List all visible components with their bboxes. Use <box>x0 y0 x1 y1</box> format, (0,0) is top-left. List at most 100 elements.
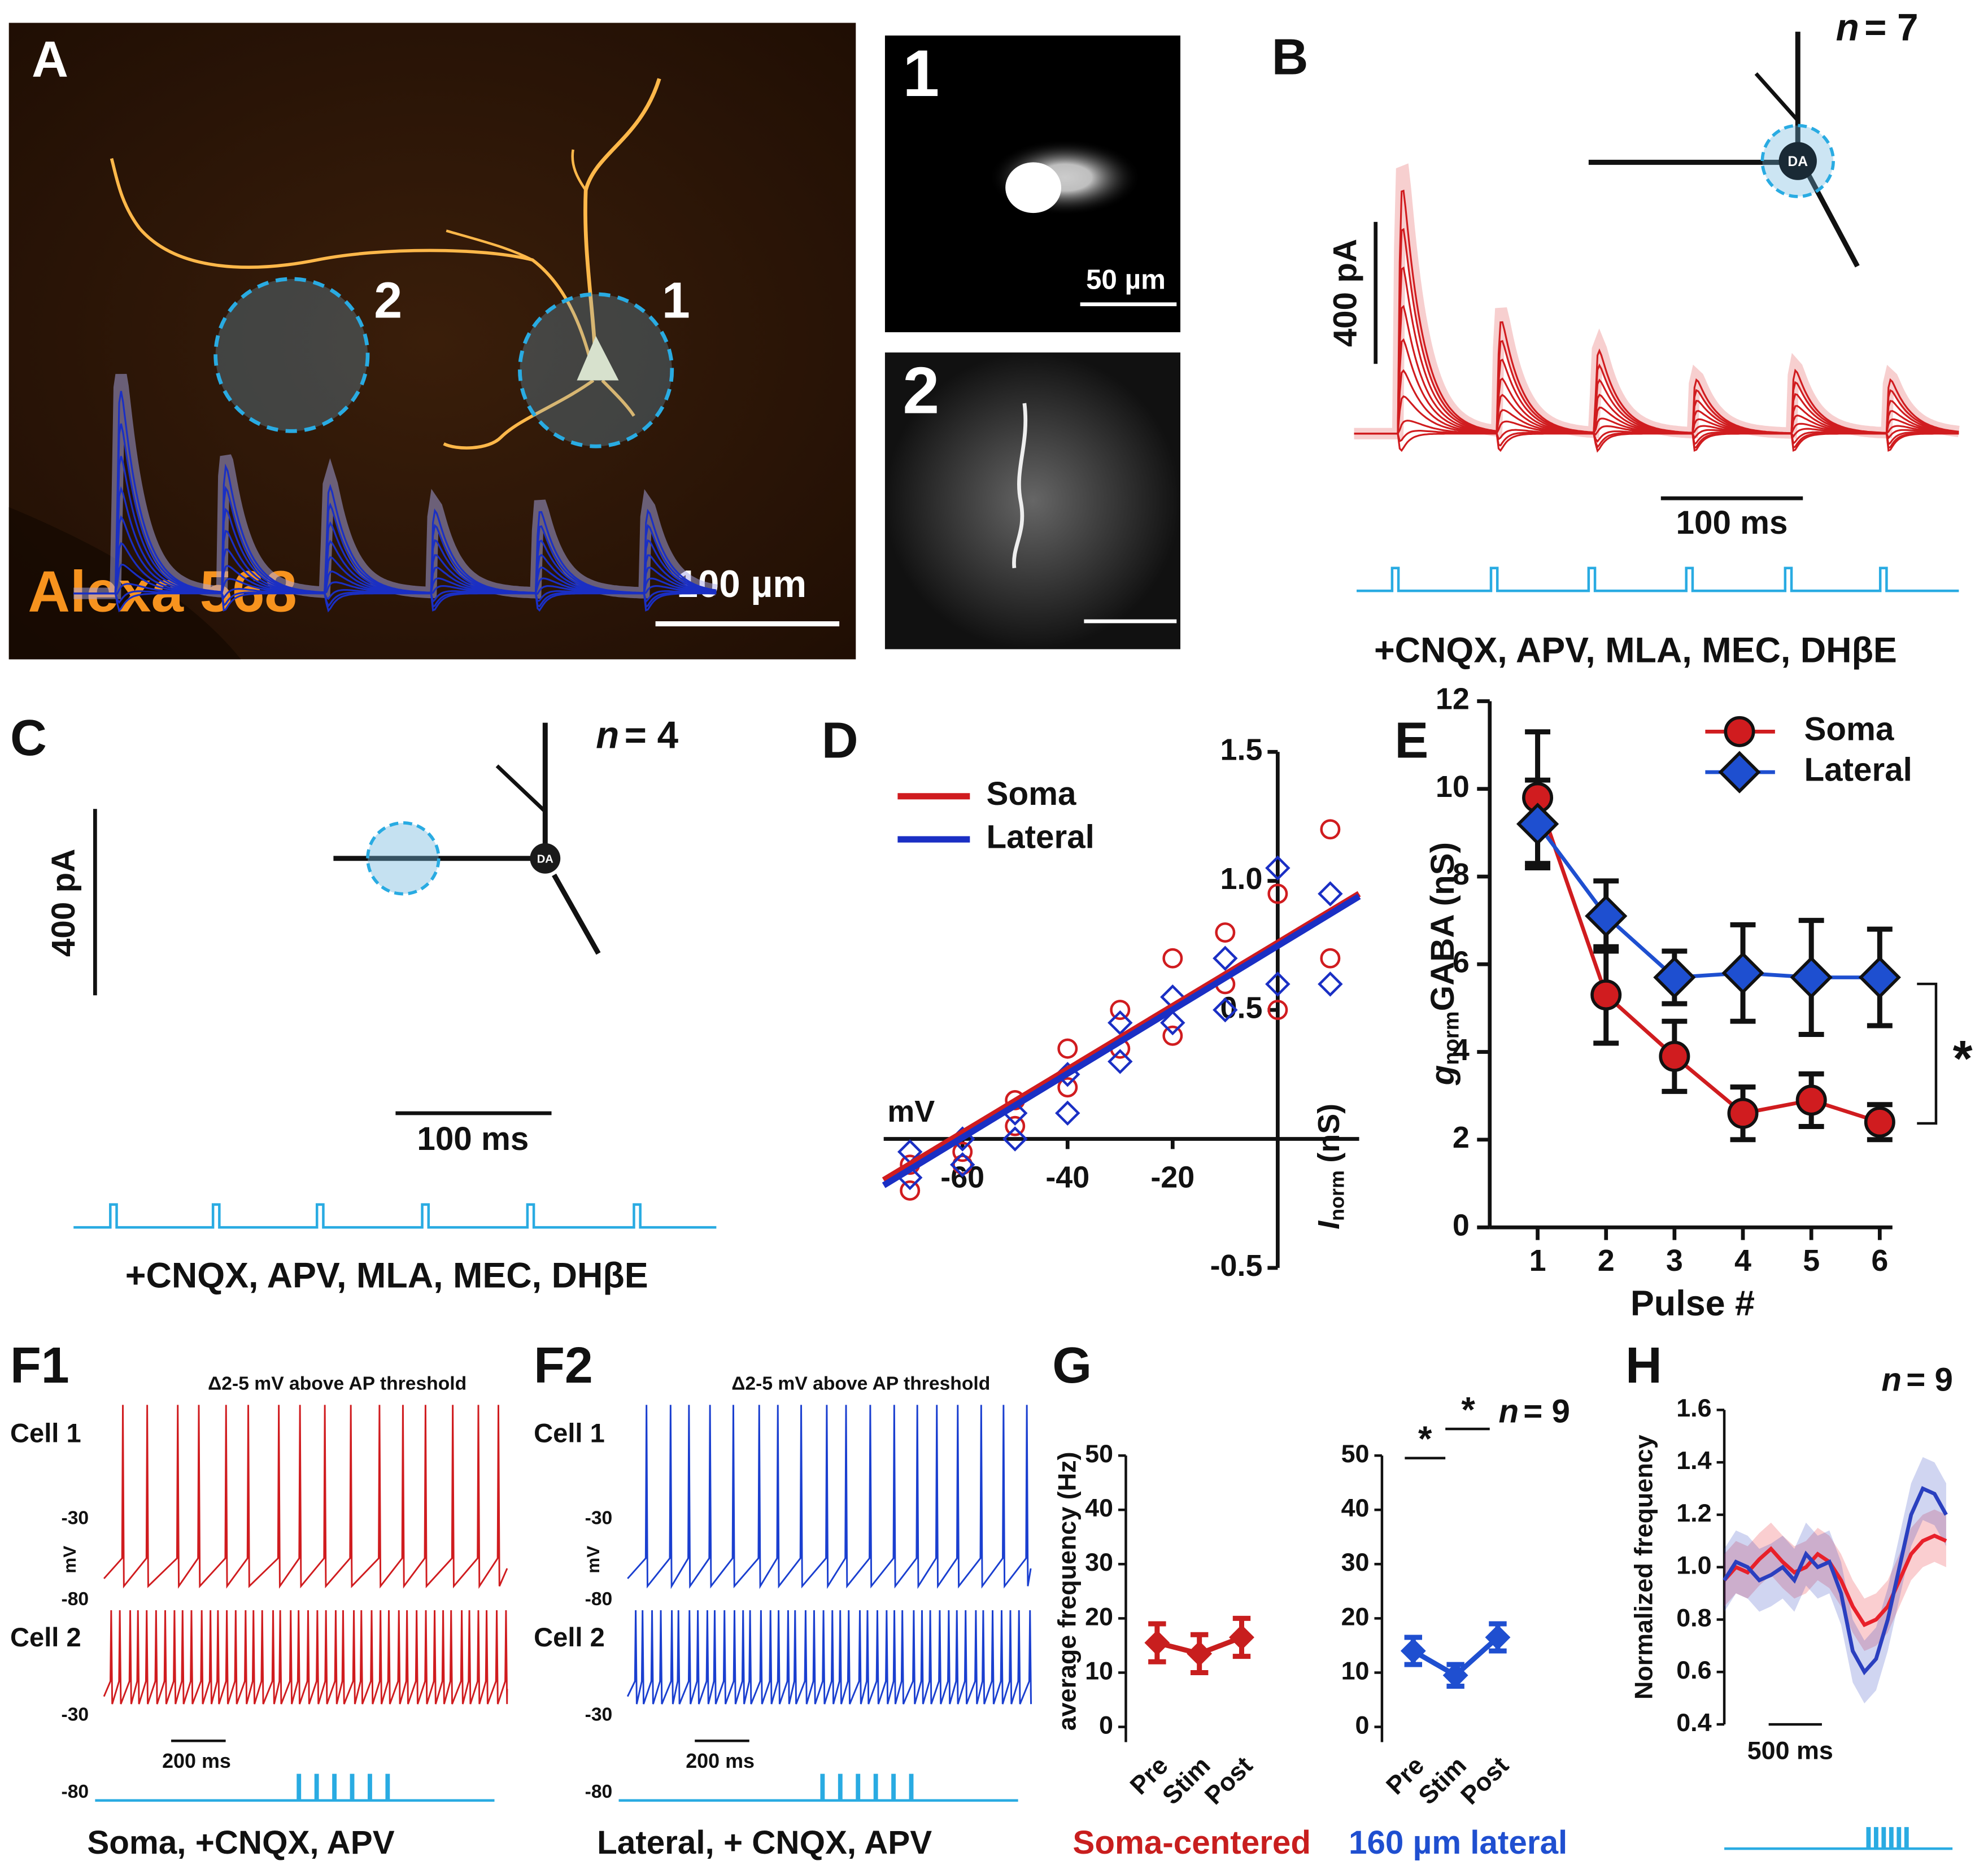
legend-label: Soma <box>1804 711 1894 748</box>
data-point <box>1864 1106 1895 1138</box>
y-tick-label: 0 <box>1355 1710 1370 1739</box>
y-tick-label: 1.4 <box>1676 1446 1711 1475</box>
y-tick-label: 4 <box>1453 1033 1470 1067</box>
y-label-main: I <box>1312 1221 1346 1230</box>
scale-bar-label: 50 µm <box>1086 264 1166 295</box>
panel-label: C <box>10 710 47 766</box>
data-point <box>1442 1662 1468 1688</box>
data-point <box>1005 1115 1026 1136</box>
data-point <box>1229 1624 1254 1650</box>
scale-tick-label: -30 <box>61 1704 89 1725</box>
data-point <box>1108 1049 1133 1074</box>
x-axis-label: Pulse # <box>1630 1284 1755 1323</box>
data-point <box>1790 956 1833 999</box>
data-point <box>1002 1126 1028 1152</box>
scale-unit: mV <box>583 1546 603 1574</box>
stimulation-site <box>366 821 441 896</box>
data-point <box>1057 1038 1078 1059</box>
trace-band <box>1354 163 1960 439</box>
condition-label: Soma, +CNQX, APV <box>87 1824 394 1861</box>
data-point <box>1721 952 1764 995</box>
cell-body <box>1778 142 1817 180</box>
stimulation-site <box>213 277 370 433</box>
data-point <box>952 1154 973 1175</box>
y-tick-label: 40 <box>1085 1493 1113 1522</box>
x-tick-label: 2 <box>1598 1244 1615 1278</box>
y-axis-label: Normalized frequency <box>1629 1435 1658 1699</box>
y-tick-label: 12 <box>1436 682 1470 716</box>
y-tick-label: 0 <box>1453 1208 1470 1242</box>
panel-label: H <box>1625 1337 1662 1394</box>
inset-image <box>884 352 1180 650</box>
data-point <box>1162 948 1183 969</box>
inset-label: 1 <box>903 36 939 110</box>
n-symbol: n <box>1881 1361 1902 1398</box>
data-point <box>1187 1641 1213 1667</box>
data-point <box>1110 1000 1131 1021</box>
n-count: = 7 <box>1864 7 1918 49</box>
y-tick-label: 6 <box>1453 945 1470 979</box>
n-count: = 4 <box>625 714 679 756</box>
neuron-dendrite <box>446 229 533 262</box>
y-tick-label: 20 <box>1341 1602 1370 1631</box>
data-point <box>1320 819 1341 840</box>
data-point <box>1318 971 1343 997</box>
scale-bar-label: 500 ms <box>1747 1736 1833 1764</box>
y-label-unit: GABA (nS) <box>1425 842 1462 1011</box>
neuron-dendrite <box>571 149 587 191</box>
scale-tick-label: -80 <box>61 1589 89 1610</box>
x-tick-label: -40 <box>1045 1161 1089 1195</box>
data-point <box>1659 1040 1690 1072</box>
x-tick-label: 5 <box>1803 1244 1820 1278</box>
scale-unit: mV <box>60 1546 80 1574</box>
current-trace <box>1354 433 1959 453</box>
data-point <box>1485 1624 1511 1650</box>
y-tick-label: 20 <box>1085 1602 1113 1631</box>
panel-label: D <box>822 712 858 769</box>
x-tick-label: Stim <box>1412 1751 1472 1810</box>
annotation: Δ2-5 mV above AP threshold <box>208 1373 467 1394</box>
tissue-edge <box>8 507 241 660</box>
significance-marker: * <box>1953 1031 1973 1087</box>
data-point <box>952 1141 973 1162</box>
x-tick-label: 1 <box>1529 1244 1546 1278</box>
caption: 160 µm lateral <box>1349 1824 1567 1861</box>
scale-tick-label: -80 <box>585 1589 613 1610</box>
data-point <box>1267 883 1288 904</box>
x-tick-label: -60 <box>940 1161 984 1195</box>
y-axis-label: gnormGABA (nS) <box>1425 842 1464 1086</box>
y-tick-label: -0.5 <box>1210 1249 1263 1283</box>
n-symbol: n <box>596 714 619 756</box>
data-point <box>1653 956 1696 999</box>
y-tick-label: 0.8 <box>1676 1603 1711 1632</box>
neuron-dendrite <box>583 78 661 368</box>
scale-bar-label: 400 pA <box>45 849 82 957</box>
y-tick-label: 0.4 <box>1676 1708 1711 1737</box>
panel-label: B <box>1272 29 1309 85</box>
panel-label: E <box>1394 712 1428 769</box>
data-point <box>1213 945 1238 971</box>
data-point <box>1162 1025 1183 1046</box>
y-tick-label: 1.2 <box>1676 1498 1711 1527</box>
cell-label: Cell 2 <box>10 1622 81 1652</box>
y-tick-label: 50 <box>1341 1439 1370 1468</box>
legend-label: Lateral <box>987 819 1095 856</box>
dendrite-schematic <box>1804 169 1860 268</box>
data-point <box>1265 855 1291 881</box>
scale-bar-label: 400 pA <box>1327 239 1364 347</box>
data-point <box>1516 803 1559 846</box>
stimulus-trace <box>1357 566 1959 592</box>
series-line <box>1536 822 1880 980</box>
data-point <box>1055 1100 1080 1126</box>
y-tick-label: 10 <box>1085 1656 1113 1685</box>
panel-label: F2 <box>534 1337 593 1394</box>
inset-soma <box>1005 162 1061 213</box>
scale-tick-label: -30 <box>61 1507 89 1528</box>
fit-line <box>882 894 1361 1188</box>
data-point <box>897 1139 923 1165</box>
data-point <box>1144 1630 1170 1656</box>
x-axis-label: mV <box>887 1095 935 1128</box>
y-label-sub: norm <box>1326 1170 1349 1221</box>
x-tick-label: Post <box>1199 1751 1258 1810</box>
